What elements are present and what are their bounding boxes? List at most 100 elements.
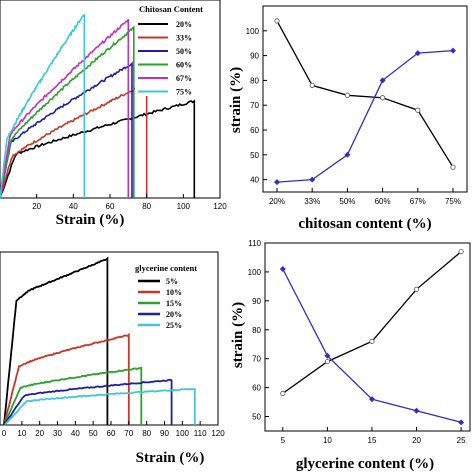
x-tick-label: 60 (106, 202, 115, 211)
x-tick-label: 10 (17, 429, 26, 438)
curve-20% (0, 99, 196, 199)
x-tick-label: 120 (213, 202, 227, 211)
curve-15% (3, 366, 143, 425)
curve-20% (3, 378, 173, 426)
y-tick-label: 70 (250, 101, 259, 110)
x-tick-label: 75% (445, 197, 461, 206)
data-point (274, 18, 280, 24)
curve-60% (0, 26, 135, 199)
y-axis-label: strain (%) (230, 302, 246, 368)
x-axis-label: Strain (%) (136, 450, 205, 466)
data-point (413, 286, 420, 292)
x-tick-label: 50% (339, 197, 355, 206)
data-point (344, 151, 351, 158)
x-tick-label: 40 (71, 429, 80, 438)
x-tick-label: 20% (269, 197, 285, 206)
x-tick-label: 67% (410, 197, 426, 206)
legend-label: 33% (176, 34, 192, 43)
x-tick-label: 120 (211, 429, 225, 438)
data-point (415, 107, 421, 113)
curve-67% (0, 18, 130, 198)
curve-25% (3, 388, 196, 426)
legend-label: 15% (166, 299, 182, 308)
y-tick-label: 80 (250, 76, 259, 85)
data-point (279, 266, 286, 273)
y-tick-label: 50 (250, 151, 259, 160)
y-tick-label: 60 (250, 126, 259, 135)
y-tick-label: 90 (250, 52, 259, 61)
x-tick-label: 33% (304, 197, 320, 206)
data-point (324, 352, 331, 359)
data-point (379, 95, 386, 101)
legend-title: Chitosan Content (139, 4, 203, 14)
x-tick-label: 25 (457, 436, 466, 445)
y-axis-label: strain (%) (228, 67, 244, 133)
y-tick-labels: 40 50 60 70 80 90 100 (246, 27, 267, 185)
x-tick-label: 100 (177, 202, 191, 211)
x-tick-label: 15 (368, 436, 377, 445)
legend-label: 67% (176, 74, 192, 83)
data-point (280, 390, 286, 396)
x-tick-label: 80 (142, 202, 151, 211)
x-tick-labels: 5 10 15 20 25 (281, 427, 466, 445)
legend-label: 60% (176, 61, 192, 70)
x-tick-labels: 0 10 20 30 40 50 60 70 80 90 100 110 120 (2, 421, 225, 438)
y-tick-label: 100 (248, 268, 262, 277)
legend-box (135, 3, 219, 96)
series-line-1 (276, 49, 454, 183)
legend-label: 75% (176, 88, 192, 97)
legend: glycerine content 5% 10% 15% 20% 25% (135, 263, 197, 330)
x-tick-label: 70 (124, 429, 133, 438)
y-tick-label: 60 (252, 384, 261, 393)
y-tick-label: 50 (252, 413, 261, 422)
x-tick-labels: 20 40 60 80 100 120 (32, 194, 227, 211)
panel-bottom-left: 0 10 20 30 40 50 60 70 80 90 100 110 120 Strain (%) … (0, 251, 225, 466)
x-tick-label: 110 (194, 429, 207, 438)
data-point (414, 50, 421, 57)
legend: Chitosan Content 20% 33% 50% 60% 67% 75% (135, 3, 219, 97)
legend-label: 20% (176, 20, 192, 29)
curve-33% (0, 79, 148, 199)
x-tick-label: 60% (375, 197, 391, 206)
data-point (450, 47, 456, 54)
y-tick-label: 40 (250, 176, 259, 185)
legend-title: glycerine content (135, 263, 197, 273)
curve-50% (0, 61, 133, 198)
x-tick-label: 50 (89, 429, 98, 438)
x-tick-label: 30 (53, 429, 62, 438)
curve-5% (3, 256, 109, 425)
data-point (369, 338, 375, 344)
data-point (368, 396, 375, 403)
y-tick-label: 80 (252, 326, 261, 335)
plot-frame (0, 251, 219, 426)
panel-top-right: 40 50 60 70 80 90 100 20% 33% 50% 60% 67% 75% chito… (228, 5, 468, 232)
x-axis-label: Strain (%) (56, 212, 125, 228)
x-tick-label: 40 (69, 202, 78, 211)
x-tick-label: 80 (142, 429, 151, 438)
data-series (274, 18, 456, 186)
x-axis-label: chitosan content (%) (298, 216, 431, 232)
legend-label: 20% (166, 310, 182, 319)
y-tick-label: 110 (248, 239, 261, 248)
y-tick-label: 90 (252, 297, 261, 306)
x-tick-label: 60 (107, 429, 116, 438)
stress-strain-curves (0, 13, 196, 199)
series-line-0 (282, 251, 462, 394)
x-tick-labels: 20% 33% 50% 60% 67% 75% (269, 188, 461, 206)
x-tick-label: 20 (35, 429, 44, 438)
data-series (279, 249, 465, 426)
y-tick-label: 70 (252, 355, 261, 364)
x-tick-label: 5 (281, 436, 286, 445)
series-line-0 (276, 20, 454, 168)
plot-frame (262, 5, 468, 193)
data-point (309, 176, 316, 183)
curve-10% (3, 332, 130, 426)
legend-label: 5% (166, 277, 178, 286)
data-point (324, 358, 330, 365)
x-axis-label: glycerine content (%) (296, 456, 434, 472)
y-tick-labels: 50 60 70 80 90 100 110 (248, 239, 269, 422)
x-tick-label: 20 (32, 202, 41, 211)
panel-bottom-right: 50 60 70 80 90 100 110 5 10 15 20 25 glycerine con… (230, 239, 471, 472)
x-tick-label: 10 (323, 436, 332, 445)
